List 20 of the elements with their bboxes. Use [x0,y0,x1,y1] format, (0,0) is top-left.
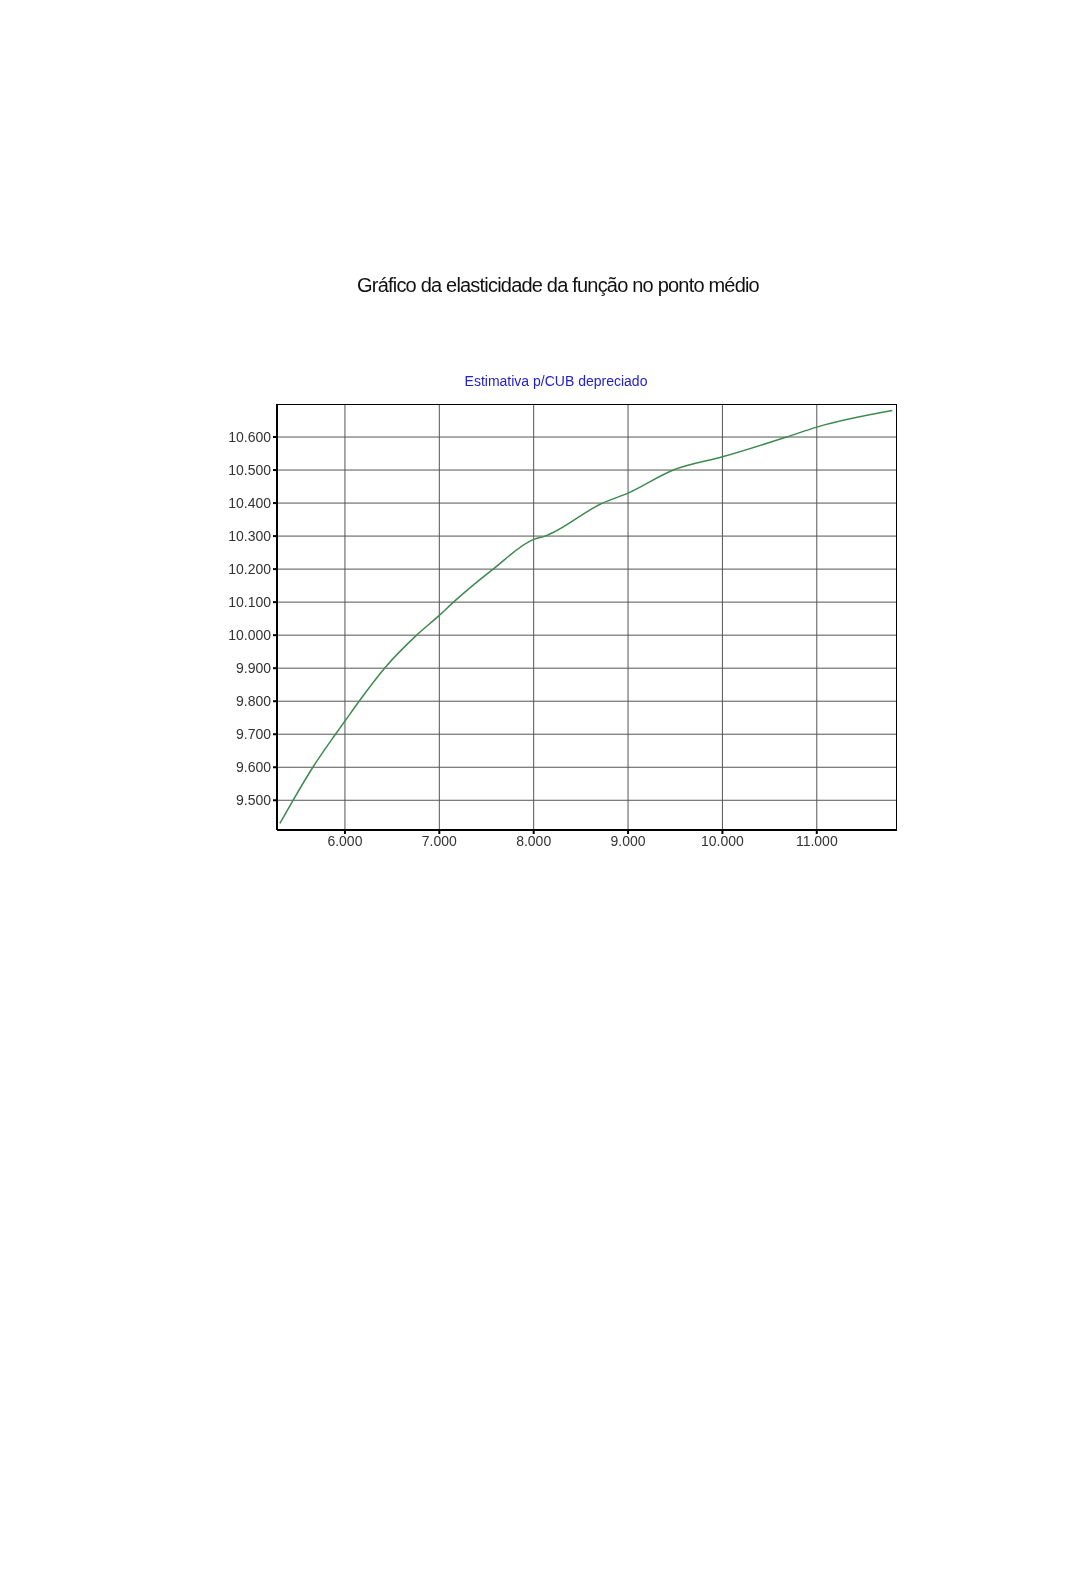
x-tick-label: 6.000 [327,832,363,849]
y-tick-label: 9.900 [235,660,272,677]
x-tick-label: 7.000 [421,832,458,849]
y-tick-label: 10.100 [228,594,272,611]
y-tick-label: 9.700 [235,726,272,743]
y-tick-label: 10.000 [228,627,272,644]
x-tick-label: 10.000 [701,832,745,849]
chart-subtitle: Estimativa p/CUB depreciado [463,373,649,389]
y-tick-label: 10.300 [228,528,272,545]
y-tick-label: 10.200 [228,561,272,578]
y-tick-label: 9.800 [235,693,272,710]
x-tick-label: 8.000 [516,832,552,849]
y-tick-label: 10.600 [228,428,272,445]
y-tick-label: 9.500 [235,792,272,809]
x-tick-label: 9.000 [610,832,646,849]
x-tick-label: 11.000 [795,832,838,849]
y-tick-label: 10.500 [228,462,272,479]
y-tick-label: 9.600 [235,759,272,776]
chart-title: Gráfico da elasticidade da função no ponto médio [356,274,760,297]
y-tick-label: 10.400 [228,495,272,512]
